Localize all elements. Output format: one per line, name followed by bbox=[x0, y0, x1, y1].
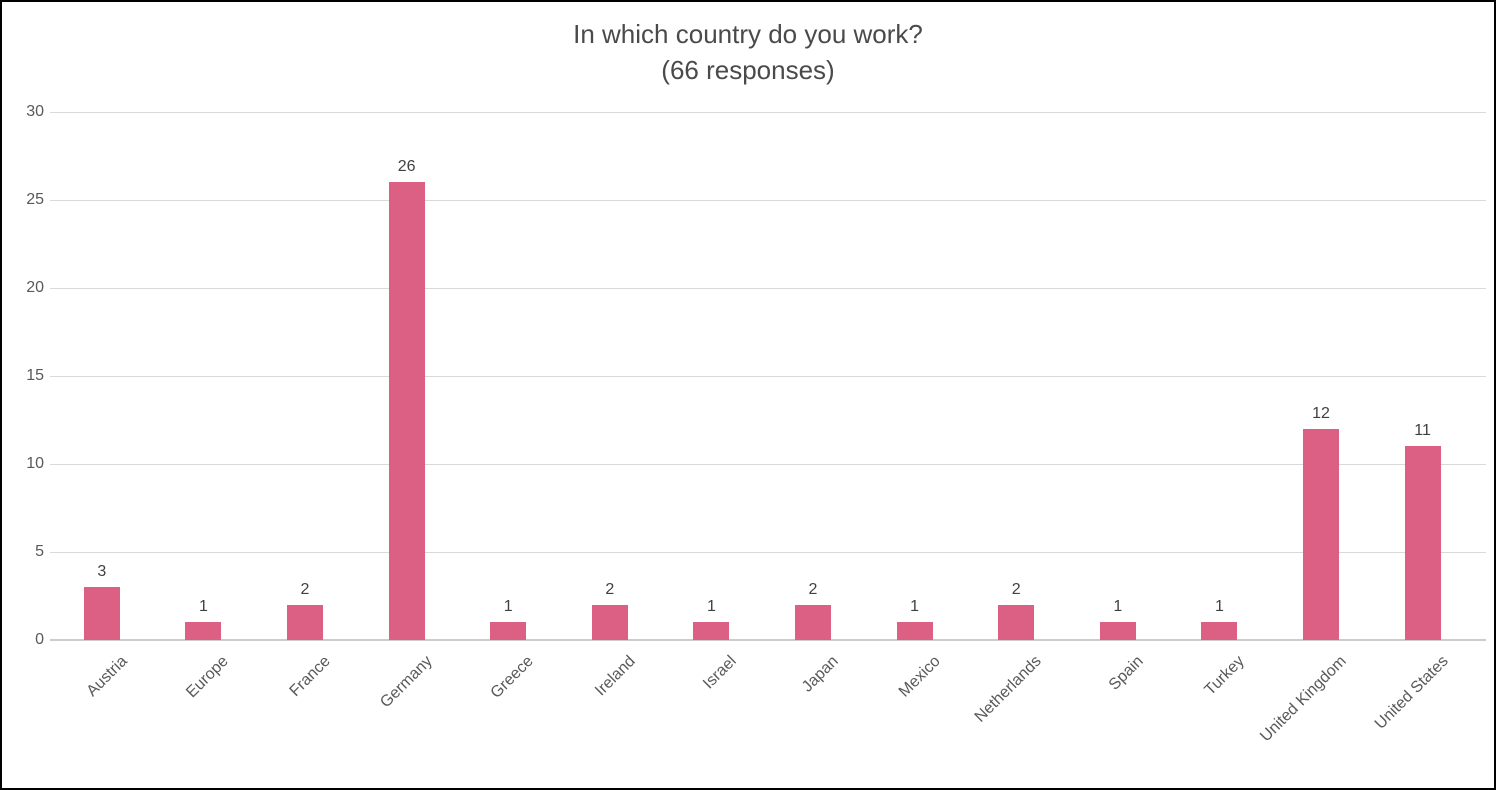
bar-value-label-greece: 1 bbox=[503, 598, 513, 616]
bar-mexico bbox=[896, 622, 933, 640]
chart-title: In which country do you work? bbox=[573, 19, 923, 49]
y-tick-label-5: 5 bbox=[35, 543, 44, 560]
bar-value-label-united-kingdom: 12 bbox=[1312, 404, 1330, 422]
bar-value-label-austria: 3 bbox=[97, 563, 107, 581]
bar-netherlands bbox=[998, 604, 1035, 640]
bar-value-label-united-states: 11 bbox=[1414, 422, 1431, 440]
bar-turkey bbox=[1201, 622, 1238, 640]
bar-value-label-mexico: 1 bbox=[910, 598, 920, 616]
y-tick-label-30: 30 bbox=[26, 103, 44, 120]
y-tick-label-20: 20 bbox=[26, 279, 44, 296]
gridline-30 bbox=[50, 112, 1486, 113]
gridline-5 bbox=[50, 552, 1486, 553]
bar-value-label-france: 2 bbox=[300, 580, 310, 598]
bar-israel bbox=[693, 622, 730, 640]
bar-value-label-israel: 1 bbox=[706, 598, 716, 616]
bar-value-label-turkey: 1 bbox=[1214, 598, 1224, 616]
x-tick-label-united-states: United States bbox=[1371, 652, 1452, 733]
bar-spain bbox=[1099, 622, 1136, 640]
y-tick-label-15: 15 bbox=[26, 367, 44, 384]
bar-europe bbox=[185, 622, 222, 640]
bar-france bbox=[287, 604, 323, 640]
bar-united-states bbox=[1404, 446, 1441, 640]
chart-title-block: In which country do you work? (66 respon… bbox=[2, 16, 1494, 88]
gridline-10 bbox=[50, 464, 1486, 465]
gridline-25 bbox=[50, 200, 1486, 201]
bar-value-label-ireland: 2 bbox=[605, 580, 615, 598]
bar-united-kingdom bbox=[1303, 428, 1339, 640]
bar-japan bbox=[795, 604, 831, 640]
bar-value-label-germany: 26 bbox=[397, 158, 416, 176]
y-tick-label-25: 25 bbox=[26, 191, 44, 208]
bar-austria bbox=[83, 587, 120, 640]
bar-ireland bbox=[591, 604, 628, 640]
x-axis-line bbox=[50, 639, 1486, 641]
bar-value-label-europe: 1 bbox=[198, 598, 208, 616]
y-tick-label-0: 0 bbox=[35, 631, 44, 648]
bar-greece bbox=[490, 622, 527, 640]
bar-value-label-japan: 2 bbox=[808, 580, 818, 598]
chart-subtitle: (66 responses) bbox=[661, 55, 835, 85]
bar-germany bbox=[388, 182, 425, 640]
bar-value-label-spain: 1 bbox=[1113, 598, 1123, 616]
bar-value-label-netherlands: 2 bbox=[1011, 580, 1021, 598]
y-tick-label-10: 10 bbox=[26, 455, 44, 472]
gridline-15 bbox=[50, 376, 1486, 377]
gridline-20 bbox=[50, 288, 1486, 289]
